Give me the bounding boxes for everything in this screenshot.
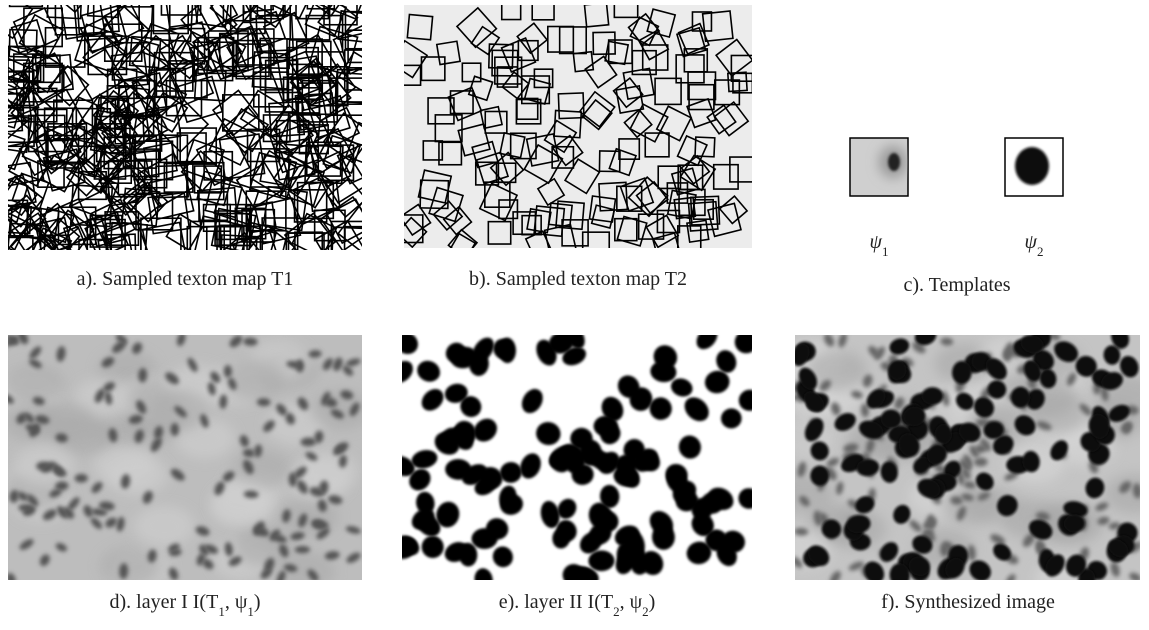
template-label: ψ2: [1025, 231, 1044, 259]
template-label: ψ1: [870, 231, 889, 259]
caption-part: ): [254, 591, 261, 613]
psi: ψ: [870, 231, 883, 253]
caption-part: f). Synthesized image: [881, 591, 1055, 613]
subscript: 1: [882, 244, 889, 259]
caption: f). Synthesized image: [881, 591, 1055, 613]
psi: ψ: [1025, 231, 1038, 253]
caption: b). Sampled texton map T2: [469, 268, 687, 290]
caption-part: , ψ: [225, 591, 248, 613]
caption-part: e). layer II I(T: [499, 591, 613, 613]
caption-part: b). Sampled texton map T2: [469, 268, 687, 290]
template-1-blob: [879, 146, 907, 178]
template-2-blob: [1015, 147, 1049, 185]
caption-part: c). Templates: [903, 274, 1010, 296]
shade: [107, 455, 167, 495]
shade: [942, 485, 1002, 525]
caption: c). Templates: [903, 274, 1010, 296]
texton: [261, 0, 287, 3]
blob: [170, 423, 179, 436]
caption: d). layer I I(T1, ψ1): [109, 591, 260, 619]
caption: e). layer II I(T2, ψ2): [499, 591, 656, 619]
caption-part: a). Sampled texton map T1: [77, 268, 294, 290]
caption: a). Sampled texton map T1: [77, 268, 294, 290]
shade: [134, 506, 194, 546]
caption-part: , ψ: [620, 591, 643, 613]
shade: [311, 390, 371, 430]
blob: [593, 416, 618, 437]
caption-part: ): [649, 591, 656, 613]
subscript: 2: [1037, 244, 1044, 259]
figure: a). Sampled texton map T1 b). Sampled tex…: [0, 0, 1149, 630]
caption-part: d). layer I I(T: [109, 591, 218, 613]
